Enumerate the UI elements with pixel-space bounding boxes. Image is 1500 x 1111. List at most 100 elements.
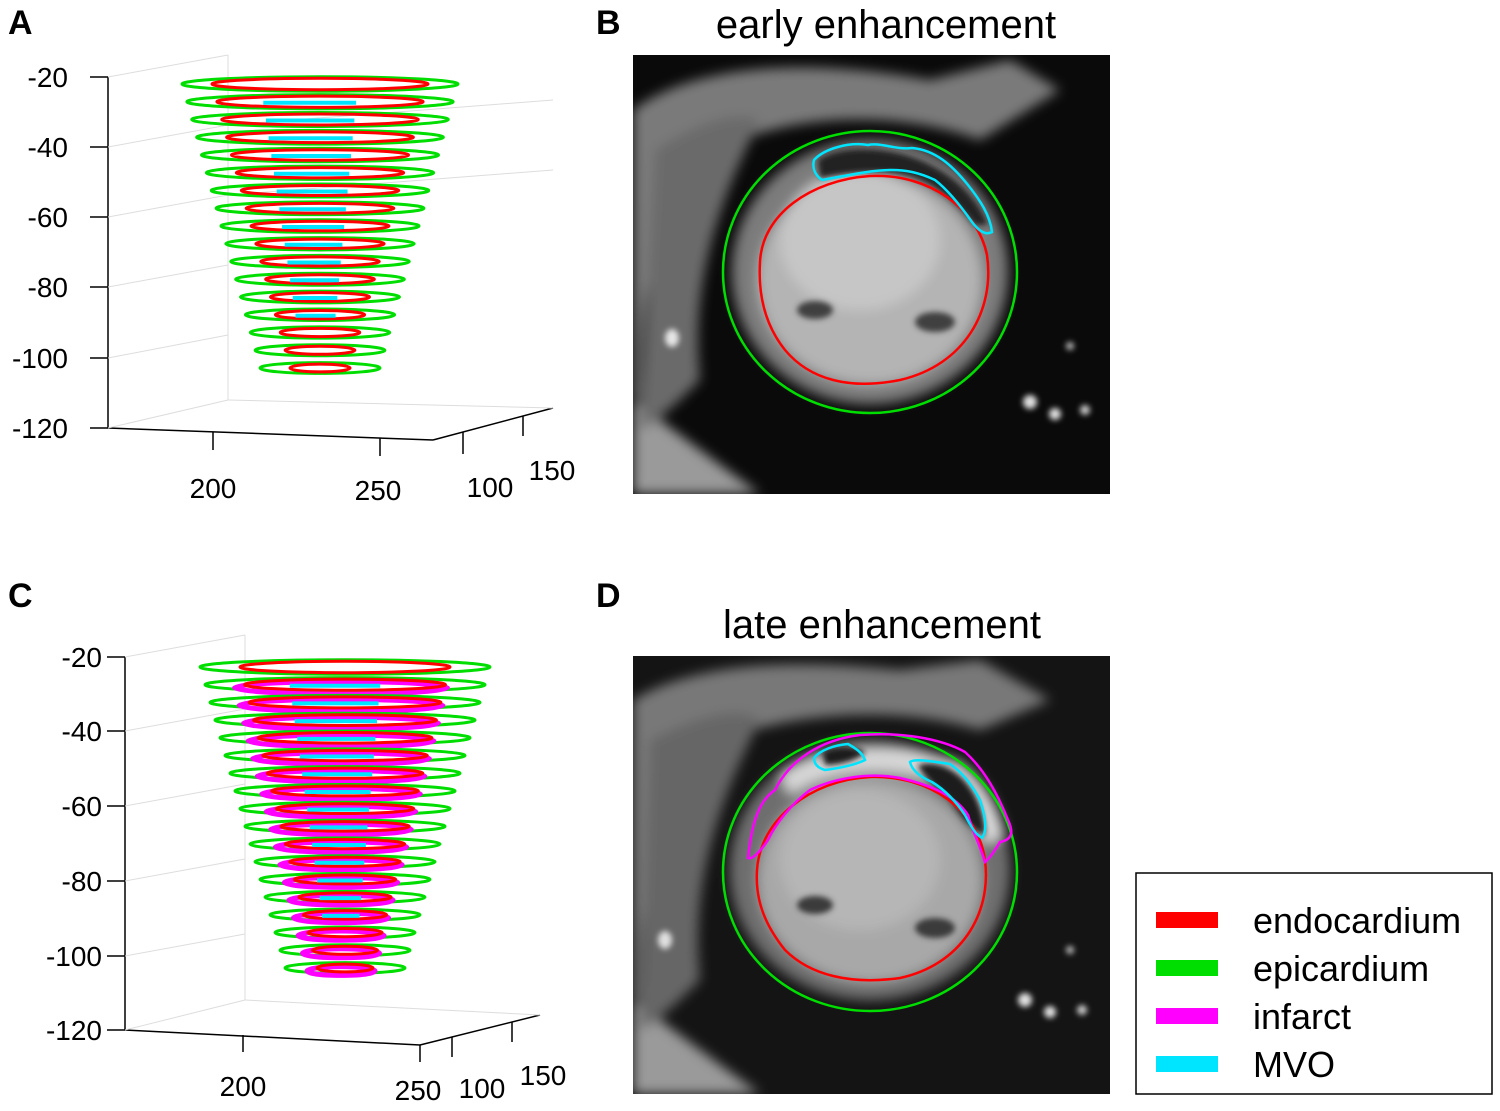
infarct-ring [304, 964, 378, 978]
legend-label: MVO [1253, 1044, 1335, 1085]
endocardium-ring [252, 713, 438, 728]
endocardium-ring [210, 76, 430, 92]
endocardium-ring [259, 255, 381, 268]
legend: endocardium epicardium infarct MVO [1135, 872, 1493, 1095]
endocardium-ring [273, 309, 367, 321]
endocardium-ring [269, 291, 371, 303]
endocardium-ring [310, 944, 380, 956]
tick-label: -120 [46, 1015, 102, 1046]
endocardium-ring [278, 326, 362, 339]
endocardium-ring [243, 677, 447, 692]
infarct-ring [250, 750, 432, 767]
tick-label: 100 [459, 1073, 506, 1104]
endocardium-ring [249, 219, 391, 233]
endocardium-ring [239, 183, 401, 198]
tick-label: 250 [355, 475, 402, 506]
legend-item: infarct [1156, 996, 1351, 1037]
tick-label: -60 [62, 791, 102, 822]
panel-a: A [8, 4, 575, 506]
infarct-ring [299, 946, 383, 961]
panel-label-a: A [8, 4, 33, 42]
epicardium-contour [721, 731, 1019, 1013]
endocardium-ring [283, 837, 407, 851]
endocardium-ring [215, 94, 425, 109]
tick-label: 100 [467, 472, 514, 503]
tick-label: -120 [12, 413, 68, 444]
panel-title-b: early enhancement [716, 3, 1056, 47]
mvo-contour [812, 143, 994, 235]
endocardium-ring [247, 695, 443, 710]
endocardium-ring [234, 166, 406, 180]
endocardium-ring [306, 926, 384, 939]
panel-title-d: late enhancement [723, 603, 1041, 647]
tick-label: 250 [395, 1075, 442, 1106]
infarct-ring [272, 839, 410, 855]
legend-label: infarct [1253, 996, 1351, 1037]
tick-label: -80 [28, 272, 68, 303]
endocardium-ring [264, 273, 376, 286]
infarct-ring [290, 910, 392, 926]
infarct-ring [254, 768, 428, 785]
tick-label: -60 [28, 202, 68, 233]
endocardium-ring [261, 748, 429, 763]
tick-label: -100 [12, 343, 68, 374]
panel-d: D late enhancement [596, 577, 1110, 1094]
legend-label: endocardium [1253, 900, 1461, 941]
tick-label: -40 [28, 132, 68, 163]
tick-label: -40 [62, 716, 102, 747]
endocardium-ring [288, 855, 402, 868]
endocardium-ring [288, 362, 352, 374]
endocardium-contour [755, 775, 988, 982]
endocardium-contour [758, 174, 990, 385]
endocardium-ring [220, 112, 420, 127]
legend-item: endocardium [1156, 900, 1461, 941]
tick-label: -100 [46, 941, 102, 972]
tick-label: -80 [62, 866, 102, 897]
endocardium-ring [238, 659, 452, 675]
contours-d [721, 731, 1019, 1013]
infarct-ring [295, 928, 387, 943]
tick-label: -20 [28, 62, 68, 93]
epicardium-contour [721, 129, 1019, 415]
z-tick-labels-c: -20 -40 -60 -80 -100 -120 [46, 642, 102, 1046]
mvo-contour [908, 759, 987, 840]
endocardium-ring [270, 784, 420, 798]
panel-b: B early enhancement [596, 3, 1110, 494]
endocardium-ring [297, 891, 393, 903]
infarct-ring [268, 821, 414, 838]
x-tick-labels-a: 200 250 100 150 [190, 455, 576, 506]
infarct-ring [236, 696, 446, 714]
infarct-ring [281, 875, 401, 890]
infarct-ring [245, 732, 437, 750]
infarct-ring [263, 803, 419, 820]
x-tick-labels-c: 200 250 100 150 [220, 1060, 567, 1106]
infarct-contour [746, 733, 1013, 865]
infarct-ring [277, 857, 405, 873]
endocardium-ring [274, 802, 416, 815]
infarct-ring [232, 679, 450, 697]
mvo-contour [812, 742, 867, 772]
endocardium-ring [265, 766, 425, 780]
tick-label: 150 [520, 1060, 567, 1091]
endocardium-ring [301, 909, 389, 921]
endocardium-ring [315, 962, 375, 974]
tick-label: 200 [190, 473, 237, 504]
infarct-ring [241, 714, 441, 732]
tick-label: 150 [529, 455, 576, 486]
contour-stack-c [198, 658, 492, 978]
endocardium-ring [279, 820, 411, 833]
mri-image-d [633, 656, 1110, 1094]
endocardium-ring [230, 148, 410, 162]
endocardium-ring [256, 731, 434, 745]
endocardium-ring [292, 873, 398, 886]
endocardium-ring [283, 344, 357, 356]
contour-stack-a [180, 75, 460, 375]
panel-label-d: D [596, 577, 621, 615]
infarct-ring [286, 892, 396, 908]
legend-label: epicardium [1253, 948, 1429, 989]
panel-label-b: B [596, 4, 621, 42]
endocardium-ring [244, 201, 396, 215]
mri-image-b [633, 55, 1110, 494]
z-tick-labels-a: -20 -40 -60 -80 -100 -120 [12, 62, 68, 444]
